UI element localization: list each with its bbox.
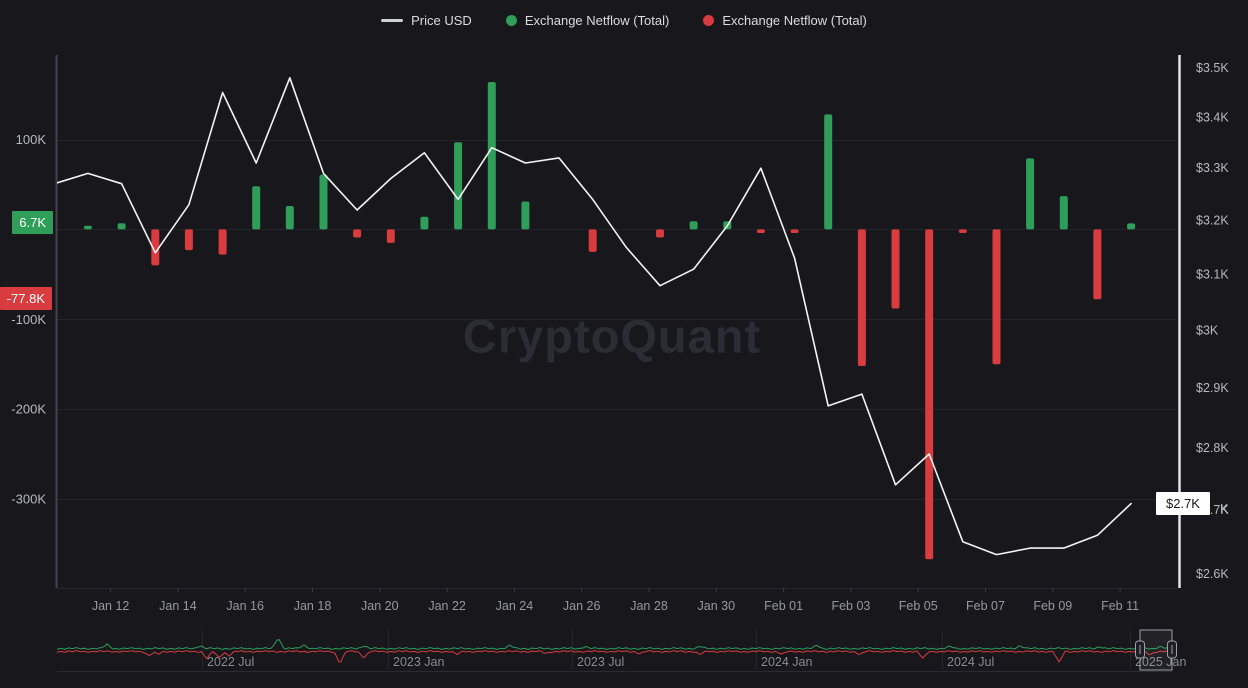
cryptoquant-watermark: CryptoQuant (462, 309, 762, 363)
navigator-inflow-line (56, 639, 1172, 650)
x-axis-label: Jan 18 (294, 599, 332, 613)
netflow-bar (689, 221, 698, 230)
netflow-bar (1093, 229, 1102, 300)
legend-item-netflow-positive[interactable]: Exchange Netflow (Total) (505, 13, 670, 28)
netflow-bar (1059, 196, 1068, 230)
x-axis-label: Jan 16 (226, 599, 264, 613)
netflow-bar (891, 229, 900, 309)
left-axis-label: -200K (11, 402, 46, 417)
right-axis-label: $3.5K (1196, 61, 1229, 75)
x-axis-label: Feb 03 (831, 599, 870, 613)
line-marker-icon (381, 19, 404, 22)
navigator-axis-label: 2024 Jul (947, 655, 994, 669)
netflow-bar (285, 206, 294, 230)
x-axis-label: Feb 01 (764, 599, 803, 613)
netflow-bar (386, 229, 395, 243)
netflow-bar (992, 229, 1001, 365)
x-axis-label: Jan 20 (361, 599, 399, 613)
gridlines (57, 140, 1178, 500)
right-axis-label: $3.3K (1196, 161, 1229, 175)
netflow-bar (925, 229, 934, 560)
netflow-bar (656, 229, 664, 238)
x-axis-label: Feb 07 (966, 599, 1005, 613)
x-axis-label: Jan 22 (428, 599, 466, 613)
netflow-bar (117, 223, 126, 230)
legend-label-price-usd: Price USD (411, 13, 472, 28)
hidden-axis-label-remnant: K (1220, 502, 1229, 516)
legend-item-price-usd[interactable]: Price USD (381, 13, 472, 28)
legend-label-netflow-positive: Exchange Netflow (Total) (524, 13, 670, 28)
navigator-axis-label: 2023 Jan (393, 655, 444, 669)
netflow-bar (756, 229, 765, 233)
navigator[interactable]: 2022 Jul 2023 Jan 2023 Jul 2024 Jan 2024 Jul… (56, 629, 1188, 672)
right-axis-label: $2.6K (1196, 567, 1229, 581)
netflow-bar (857, 229, 866, 366)
x-axis-label: Jan 30 (698, 599, 736, 613)
x-axis-label: Feb 11 (1101, 599, 1139, 613)
left-axis-label: 100K (16, 132, 47, 147)
right-axis-label: $3.2K (1196, 214, 1229, 228)
right-axis-label: $3.4K (1196, 110, 1229, 124)
netflow-bar (420, 216, 429, 230)
right-axis-label: $2.9K (1196, 381, 1229, 395)
netflow-bar (454, 142, 463, 230)
right-axis-label: $3.1K (1196, 268, 1229, 282)
left-axis-label: -100K (11, 312, 46, 327)
netflow-bar (319, 174, 328, 230)
red-dot-marker-icon (703, 15, 715, 26)
netflow-bar (151, 229, 160, 266)
netflow-bar (1127, 223, 1136, 230)
netflow-bar (958, 229, 967, 233)
netflow-bar (824, 114, 833, 230)
netflow-bar (1026, 158, 1035, 230)
netflow-bar (521, 201, 530, 230)
netflow-bar (790, 229, 799, 233)
right-axis-label: $3K (1196, 324, 1219, 338)
netflow-negative-value-badge: -77.8K (0, 287, 52, 310)
netflow-bar (83, 225, 92, 230)
netflow-bar (252, 186, 261, 230)
legend-label-netflow-negative: Exchange Netflow (Total) (722, 13, 867, 28)
x-axis-label: Jan 14 (159, 599, 197, 613)
netflow-bars (83, 82, 1136, 560)
x-axis-label: Jan 12 (92, 599, 130, 613)
navigator-outflow-line (56, 650, 1172, 663)
price-line (57, 77, 1132, 556)
netflow-positive-value-badge: 6.7K (12, 211, 53, 234)
right-axis-label: $2.8K (1196, 441, 1229, 455)
x-axis-label: Jan 26 (563, 599, 601, 613)
x-axis-label: Feb 09 (1033, 599, 1072, 613)
green-dot-marker-icon (505, 15, 517, 26)
last-price-badge: $2.7K (1156, 492, 1210, 515)
netflow-bar (588, 229, 597, 252)
netflow-bar (353, 229, 362, 238)
navigator-axis-label: 2022 Jul (207, 655, 254, 669)
x-axis-label: Feb 05 (899, 599, 938, 613)
chart-legend: Price USD Exchange Netflow (Total) Excha… (0, 13, 1248, 28)
x-axis-label: Jan 28 (630, 599, 668, 613)
netflow-bar (487, 82, 496, 230)
netflow-bar (184, 229, 193, 251)
left-axis-label: -300K (11, 492, 46, 507)
navigator-axis-label: 2024 Jan (761, 655, 812, 669)
legend-item-netflow-negative[interactable]: Exchange Netflow (Total) (703, 13, 867, 28)
netflow-bar (218, 229, 227, 255)
navigator-axis-label: 2023 Jul (577, 655, 624, 669)
x-axis-label: Jan 24 (496, 599, 534, 613)
